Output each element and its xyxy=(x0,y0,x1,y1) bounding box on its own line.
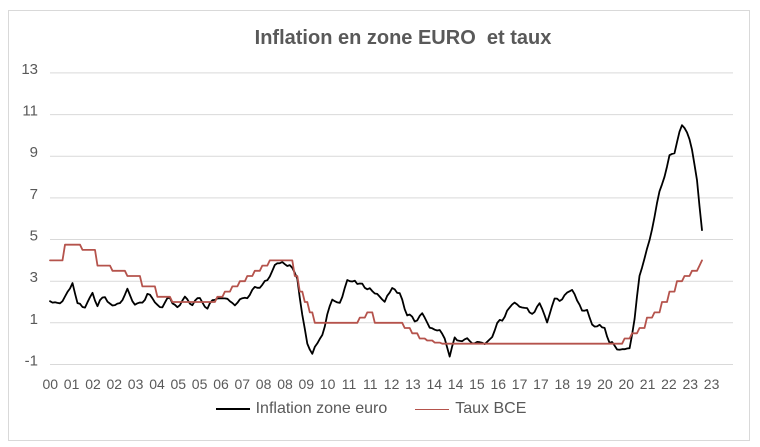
svg-text:21: 21 xyxy=(640,376,656,392)
svg-text:11: 11 xyxy=(363,376,378,392)
svg-text:16: 16 xyxy=(491,376,507,392)
svg-text:10: 10 xyxy=(320,376,336,392)
svg-text:18: 18 xyxy=(555,376,571,392)
svg-text:22: 22 xyxy=(661,376,677,392)
svg-text:11: 11 xyxy=(342,376,357,392)
svg-text:03: 03 xyxy=(128,376,144,392)
svg-text:17: 17 xyxy=(533,376,549,392)
svg-text:09: 09 xyxy=(299,376,315,392)
svg-text:12: 12 xyxy=(384,376,400,392)
svg-text:7: 7 xyxy=(30,186,38,203)
svg-text:02: 02 xyxy=(107,376,123,392)
svg-text:3: 3 xyxy=(30,269,38,286)
svg-text:08: 08 xyxy=(256,376,272,392)
svg-text:08: 08 xyxy=(277,376,293,392)
svg-text:04: 04 xyxy=(149,376,165,392)
svg-text:07: 07 xyxy=(235,376,251,392)
svg-text:1: 1 xyxy=(30,311,38,328)
svg-text:17: 17 xyxy=(512,376,528,392)
svg-text:15: 15 xyxy=(469,376,485,392)
svg-text:06: 06 xyxy=(213,376,229,392)
svg-text:02: 02 xyxy=(85,376,101,392)
svg-text:00: 00 xyxy=(43,376,59,392)
svg-text:13: 13 xyxy=(21,61,38,78)
svg-text:23: 23 xyxy=(683,376,699,392)
svg-text:-1: -1 xyxy=(25,353,38,370)
svg-text:23: 23 xyxy=(704,376,720,392)
svg-text:9: 9 xyxy=(30,144,38,161)
svg-text:11: 11 xyxy=(22,103,38,120)
svg-text:5: 5 xyxy=(30,228,38,245)
svg-text:20: 20 xyxy=(619,376,635,392)
svg-text:20: 20 xyxy=(597,376,613,392)
svg-text:01: 01 xyxy=(64,376,80,392)
svg-text:14: 14 xyxy=(427,376,443,392)
svg-text:13: 13 xyxy=(405,376,421,392)
svg-text:05: 05 xyxy=(192,376,208,392)
svg-text:05: 05 xyxy=(171,376,187,392)
svg-text:14: 14 xyxy=(448,376,464,392)
svg-text:19: 19 xyxy=(576,376,592,392)
